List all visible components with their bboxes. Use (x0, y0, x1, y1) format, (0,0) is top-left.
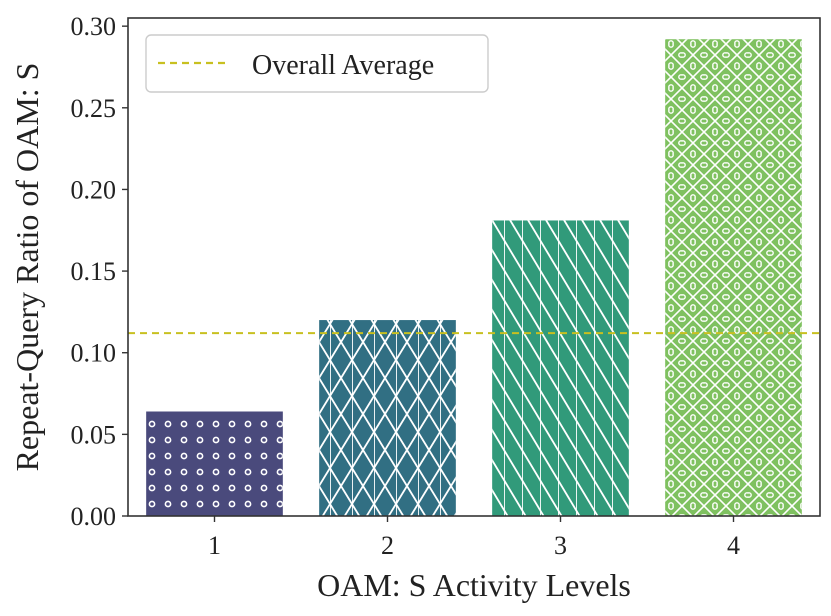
y-tick-label-0.25: 0.25 (71, 94, 117, 123)
y-tick-label-0.15: 0.15 (71, 257, 117, 286)
x-axis-ticks: 1 2 3 4 (208, 516, 740, 560)
y-tick-label-0.00: 0.00 (71, 502, 117, 531)
y-tick-label-0.20: 0.20 (71, 175, 117, 204)
legend-label-overall-average: Overall Average (252, 50, 434, 81)
y-tick-label-0.05: 0.05 (71, 420, 117, 449)
bar-hatch-1 (146, 411, 283, 516)
y-tick-label-0.30: 0.30 (71, 12, 117, 41)
x-axis-label: OAM: S Activity Levels (317, 567, 631, 603)
legend: Overall Average (145, 34, 489, 93)
y-axis-label: Repeat-Query Ratio of OAM: S (9, 63, 45, 472)
bars-group (146, 39, 802, 517)
plot-frame (127, 17, 821, 517)
bar-hatch-4 (665, 39, 802, 517)
x-tick-label-3: 3 (554, 531, 567, 560)
x-tick-label-1: 1 (208, 531, 221, 560)
bar-hatch-3 (492, 220, 629, 516)
y-tick-label-0.10: 0.10 (71, 339, 117, 368)
y-axis-ticks: 0.00 0.05 0.10 0.15 0.20 0.25 0.30 (71, 12, 128, 531)
bar-hatch-2 (319, 320, 456, 516)
legend-box (145, 34, 489, 93)
x-tick-label-4: 4 (727, 531, 740, 560)
x-tick-label-2: 2 (381, 531, 394, 560)
